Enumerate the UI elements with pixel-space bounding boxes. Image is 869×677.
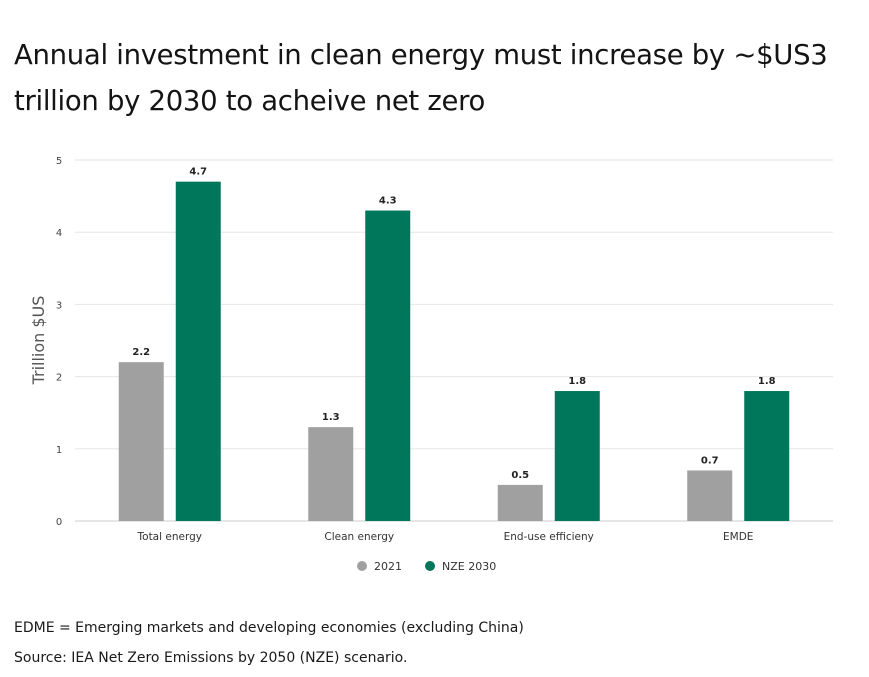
data-label: 2.2	[132, 347, 150, 358]
source-note: Source: IEA Net Zero Emissions by 2050 (…	[14, 650, 408, 666]
legend: 2021 NZE 2030	[357, 560, 496, 573]
bar-2021	[118, 362, 164, 521]
legend-marker	[425, 561, 435, 571]
bar-2021	[687, 470, 733, 521]
data-label: 1.3	[322, 412, 340, 423]
bar-2021	[497, 484, 543, 521]
chart-title: Annual investment in clean energy must i…	[14, 39, 828, 117]
bars: 2.2 4.7 1.3 4.3 0.5 1.8 0.7 1.8	[118, 167, 790, 522]
bar-chart: 0 1 2 3 4 5 Trillion $US 2.2 4.7 1.3 4.3 0.5 1.8 0.…	[29, 156, 833, 573]
data-label: 4.7	[189, 167, 207, 178]
y-tick-label: 3	[56, 300, 62, 311]
bar-2021	[308, 427, 354, 521]
legend-label: 2021	[374, 560, 402, 573]
bar-nze-2030	[554, 391, 600, 521]
legend-label: NZE 2030	[442, 560, 496, 573]
y-axis-ticks: 0 1 2 3 4 5	[56, 156, 62, 528]
definition-note: EDME = Emerging markets and developing e…	[14, 620, 524, 636]
y-axis-title: Trillion $US	[29, 296, 48, 386]
bar-nze-2030	[365, 210, 411, 522]
data-label: 4.3	[379, 196, 397, 207]
x-category-label: End-use efficieny	[504, 531, 594, 543]
x-axis-categories: Total energy Clean energy End-use efficien…	[137, 531, 754, 543]
y-tick-label: 0	[56, 517, 62, 528]
y-tick-label: 2	[56, 373, 62, 384]
bar-nze-2030	[175, 181, 221, 521]
data-label: 1.8	[758, 376, 776, 387]
data-label: 1.8	[568, 376, 586, 387]
y-tick-label: 4	[56, 228, 62, 239]
data-label: 0.5	[511, 470, 529, 481]
x-category-label: Clean energy	[324, 531, 394, 543]
y-tick-label: 5	[56, 156, 62, 167]
legend-marker	[357, 561, 367, 571]
data-label: 0.7	[701, 455, 719, 466]
y-tick-label: 1	[56, 445, 62, 456]
bar-nze-2030	[744, 391, 790, 521]
x-category-label: EMDE	[723, 531, 753, 543]
x-category-label: Total energy	[137, 531, 202, 543]
